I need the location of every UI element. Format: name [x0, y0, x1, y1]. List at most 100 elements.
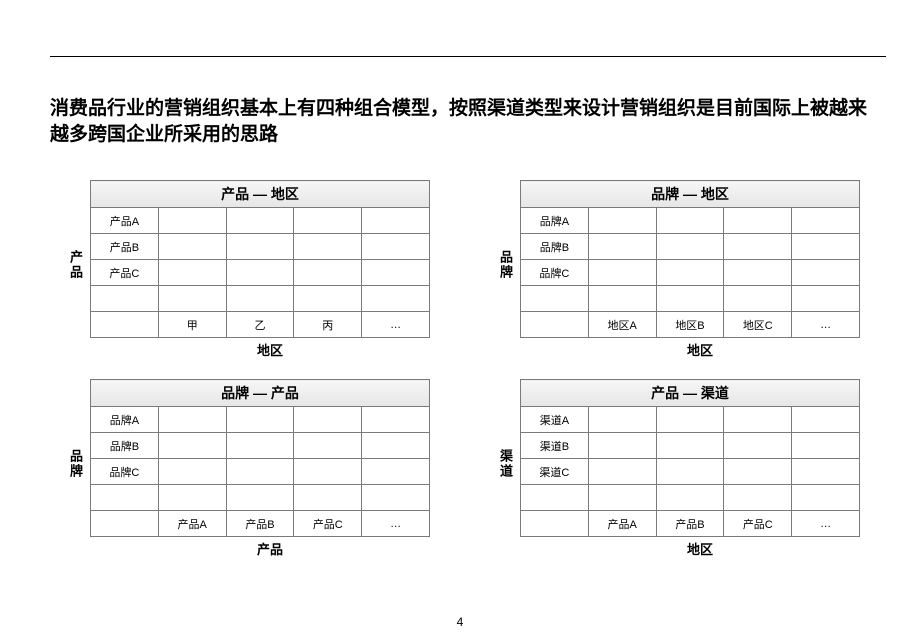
- matrix-product-region: 产品 产品 — 地区 产品A 产品B 产品C 甲乙丙… 地区: [90, 180, 450, 359]
- cell: [724, 433, 792, 459]
- cell: [362, 433, 430, 459]
- row-label: 渠道C: [521, 459, 589, 485]
- cell: [158, 286, 226, 312]
- cell: [226, 234, 294, 260]
- cell: [792, 459, 860, 485]
- cell: [792, 407, 860, 433]
- col-label: …: [362, 312, 430, 338]
- matrix-grid: 产品 产品 — 地区 产品A 产品B 产品C 甲乙丙… 地区 品牌 品牌 — 地…: [90, 180, 880, 558]
- col-label: 产品C: [724, 511, 792, 537]
- row-label: 渠道A: [521, 407, 589, 433]
- col-label: 产品C: [294, 511, 362, 537]
- cell: [294, 459, 362, 485]
- cell: [792, 260, 860, 286]
- x-axis-label: 地区: [90, 340, 450, 359]
- cell: [158, 234, 226, 260]
- cell: [362, 286, 430, 312]
- cell: [656, 459, 724, 485]
- cell: [226, 433, 294, 459]
- cell: [656, 260, 724, 286]
- cell: [724, 234, 792, 260]
- row-label: 品牌A: [91, 407, 159, 433]
- page-number: 4: [0, 615, 920, 629]
- row-label: 产品A: [91, 208, 159, 234]
- cell: [656, 208, 724, 234]
- cell: [158, 459, 226, 485]
- cell: [158, 485, 226, 511]
- cell: [362, 407, 430, 433]
- cell: [588, 459, 656, 485]
- y-axis-label: 品牌: [496, 250, 515, 280]
- col-label: …: [792, 511, 860, 537]
- cell: [588, 433, 656, 459]
- cell: [588, 286, 656, 312]
- matrix-table: 产品 — 地区 产品A 产品B 产品C 甲乙丙…: [90, 180, 430, 338]
- row-label: [91, 511, 159, 537]
- cell: [724, 208, 792, 234]
- cell: [294, 407, 362, 433]
- x-axis-label: 地区: [520, 539, 880, 558]
- x-axis-label: 产品: [90, 539, 450, 558]
- col-label: 地区B: [656, 312, 724, 338]
- row-label: 渠道B: [521, 433, 589, 459]
- cell: [588, 234, 656, 260]
- row-label: 品牌B: [91, 433, 159, 459]
- cell: [724, 407, 792, 433]
- cell: [724, 260, 792, 286]
- row-label: [521, 286, 589, 312]
- cell: [226, 485, 294, 511]
- cell: [158, 208, 226, 234]
- cell: [724, 286, 792, 312]
- cell: [294, 260, 362, 286]
- cell: [226, 459, 294, 485]
- cell: [724, 459, 792, 485]
- cell: [588, 485, 656, 511]
- page-headline: 消费品行业的营销组织基本上有四种组合模型，按照渠道类型来设计营销组织是目前国际上…: [50, 96, 870, 147]
- cell: [158, 433, 226, 459]
- cell: [656, 286, 724, 312]
- cell: [226, 260, 294, 286]
- col-label: 甲: [158, 312, 226, 338]
- matrix-title: 产品 — 地区: [91, 181, 430, 208]
- col-label: 产品B: [226, 511, 294, 537]
- cell: [656, 407, 724, 433]
- row-label: 品牌C: [91, 459, 159, 485]
- cell: [158, 407, 226, 433]
- col-label: 产品B: [656, 511, 724, 537]
- cell: [588, 260, 656, 286]
- y-axis-label: 品牌: [66, 449, 85, 479]
- cell: [294, 433, 362, 459]
- cell: [792, 433, 860, 459]
- cell: [724, 485, 792, 511]
- row-label: [521, 511, 589, 537]
- col-label: 丙: [294, 312, 362, 338]
- cell: [226, 407, 294, 433]
- y-axis-label: 渠道: [496, 449, 515, 479]
- col-label: …: [362, 511, 430, 537]
- col-label: …: [792, 312, 860, 338]
- matrix-title: 品牌 — 产品: [91, 380, 430, 407]
- cell: [588, 208, 656, 234]
- matrix-brand-product: 品牌 品牌 — 产品 品牌A 品牌B 品牌C 产品A产品B产品C… 产品: [90, 379, 450, 558]
- row-label: [91, 312, 159, 338]
- y-axis-label: 产品: [66, 250, 85, 280]
- col-label: 地区A: [588, 312, 656, 338]
- row-label: [521, 312, 589, 338]
- row-label: [521, 485, 589, 511]
- matrix-table: 产品 — 渠道 渠道A 渠道B 渠道C 产品A产品B产品C…: [520, 379, 860, 537]
- cell: [294, 485, 362, 511]
- cell: [792, 485, 860, 511]
- matrix-brand-region: 品牌 品牌 — 地区 品牌A 品牌B 品牌C 地区A地区B地区C… 地区: [520, 180, 880, 359]
- row-label: 产品B: [91, 234, 159, 260]
- cell: [294, 208, 362, 234]
- matrix-title: 产品 — 渠道: [521, 380, 860, 407]
- cell: [226, 208, 294, 234]
- row-label: [91, 485, 159, 511]
- cell: [158, 260, 226, 286]
- cell: [362, 234, 430, 260]
- cell: [656, 433, 724, 459]
- cell: [362, 260, 430, 286]
- matrix-table: 品牌 — 地区 品牌A 品牌B 品牌C 地区A地区B地区C…: [520, 180, 860, 338]
- cell: [792, 208, 860, 234]
- top-rule: [50, 56, 886, 57]
